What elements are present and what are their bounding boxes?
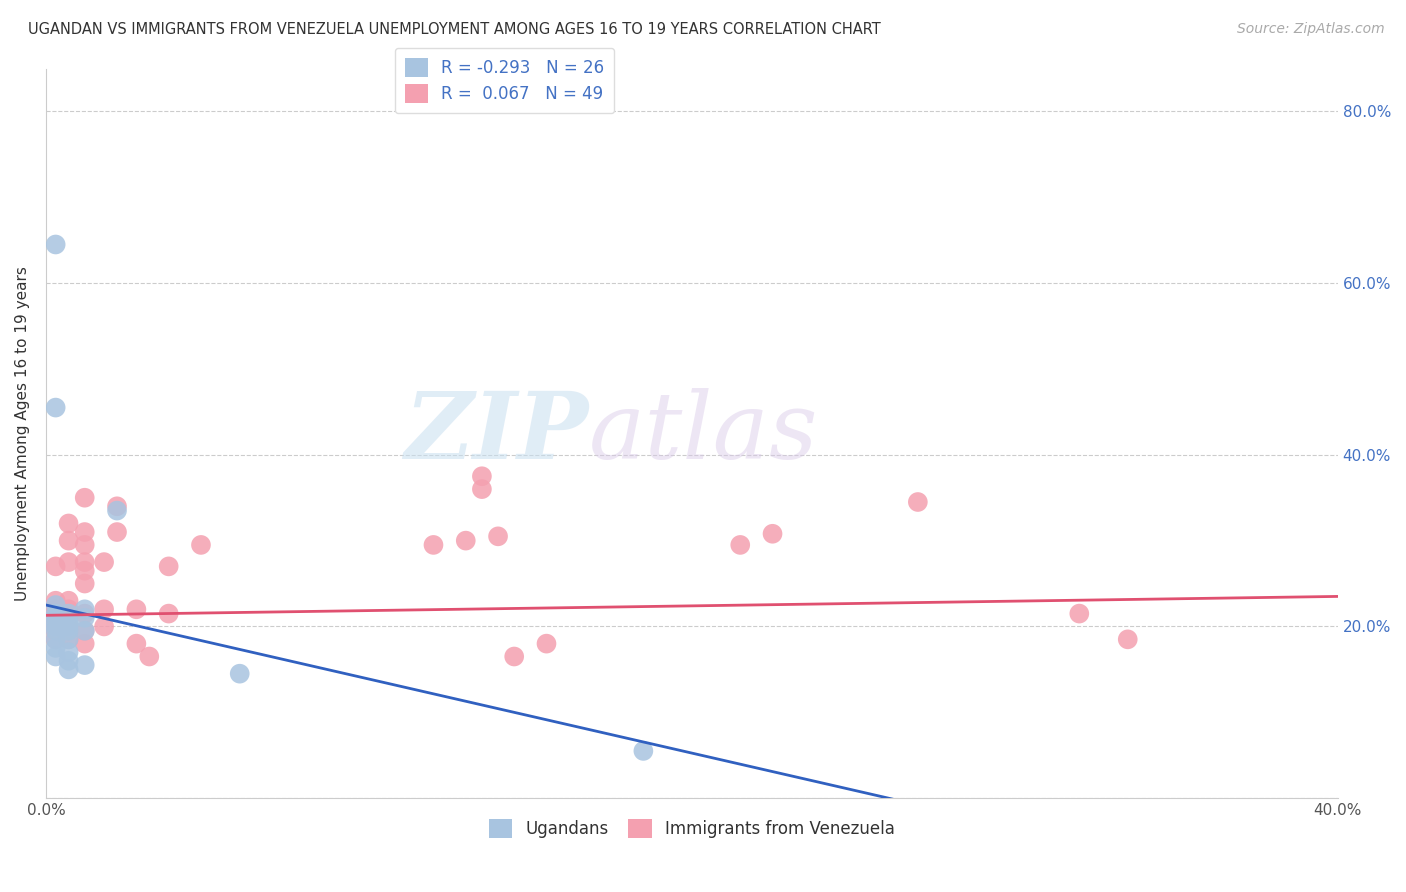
Point (73, 576, 96, 591)
Point (45, 632, 67, 647)
Point (45, 598, 67, 612)
Point (45, 649, 67, 664)
Point (45, 607, 67, 621)
Point (1116, 632, 1139, 647)
Text: ZIP: ZIP (404, 388, 589, 478)
Point (45, 619, 67, 633)
Point (471, 482, 494, 496)
Point (73, 538, 96, 552)
Point (422, 538, 444, 552)
Point (125, 602, 148, 616)
Point (45, 559, 67, 574)
Point (45, 615, 67, 630)
Point (58, 619, 80, 633)
Point (125, 637, 148, 651)
Point (58, 555, 80, 569)
Point (761, 526, 783, 541)
Point (73, 491, 96, 505)
Point (45, 640, 67, 655)
Legend: Ugandans, Immigrants from Venezuela: Ugandans, Immigrants from Venezuela (482, 812, 901, 845)
Point (58, 602, 80, 616)
Point (45, 619, 67, 633)
Point (73, 607, 96, 621)
Point (157, 559, 180, 574)
Point (45, 624, 67, 638)
Point (73, 658, 96, 673)
Point (58, 593, 80, 607)
Point (73, 564, 96, 578)
Point (58, 632, 80, 647)
Point (58, 607, 80, 621)
Point (45, 602, 67, 616)
Point (503, 649, 526, 664)
Point (454, 533, 477, 548)
Text: atlas: atlas (589, 388, 818, 478)
Text: UGANDAN VS IMMIGRANTS FROM VENEZUELA UNEMPLOYMENT AMONG AGES 16 TO 19 YEARS CORR: UGANDAN VS IMMIGRANTS FROM VENEZUELA UNE… (28, 22, 882, 37)
Y-axis label: Unemployment Among Ages 16 to 19 years: Unemployment Among Ages 16 to 19 years (15, 266, 30, 601)
Point (58, 533, 80, 548)
Text: Source: ZipAtlas.com: Source: ZipAtlas.com (1237, 22, 1385, 37)
Point (58, 615, 80, 630)
Point (633, 744, 655, 758)
Point (73, 611, 96, 625)
Point (73, 524, 96, 539)
Point (58, 619, 80, 633)
Point (73, 624, 96, 638)
Point (58, 624, 80, 638)
Point (486, 529, 509, 543)
Point (536, 637, 558, 651)
Point (73, 624, 96, 638)
Point (105, 524, 128, 539)
Point (58, 645, 80, 659)
Point (45, 615, 67, 630)
Point (93, 602, 115, 616)
Point (93, 619, 115, 633)
Point (907, 495, 929, 509)
Point (45, 632, 67, 647)
Point (728, 538, 751, 552)
Point (228, 666, 250, 681)
Point (58, 632, 80, 647)
Point (138, 649, 160, 664)
Point (105, 503, 128, 517)
Point (45, 611, 67, 625)
Point (471, 469, 494, 483)
Point (190, 538, 212, 552)
Point (45, 237, 67, 252)
Point (73, 637, 96, 651)
Point (73, 555, 96, 569)
Point (58, 611, 80, 625)
Point (58, 662, 80, 676)
Point (45, 401, 67, 415)
Point (45, 593, 67, 607)
Point (157, 607, 180, 621)
Point (58, 654, 80, 668)
Point (58, 516, 80, 531)
Point (105, 500, 128, 514)
Point (45, 624, 67, 638)
Point (93, 555, 115, 569)
Point (1069, 607, 1091, 621)
Point (58, 624, 80, 638)
Point (73, 602, 96, 616)
Point (45, 611, 67, 625)
